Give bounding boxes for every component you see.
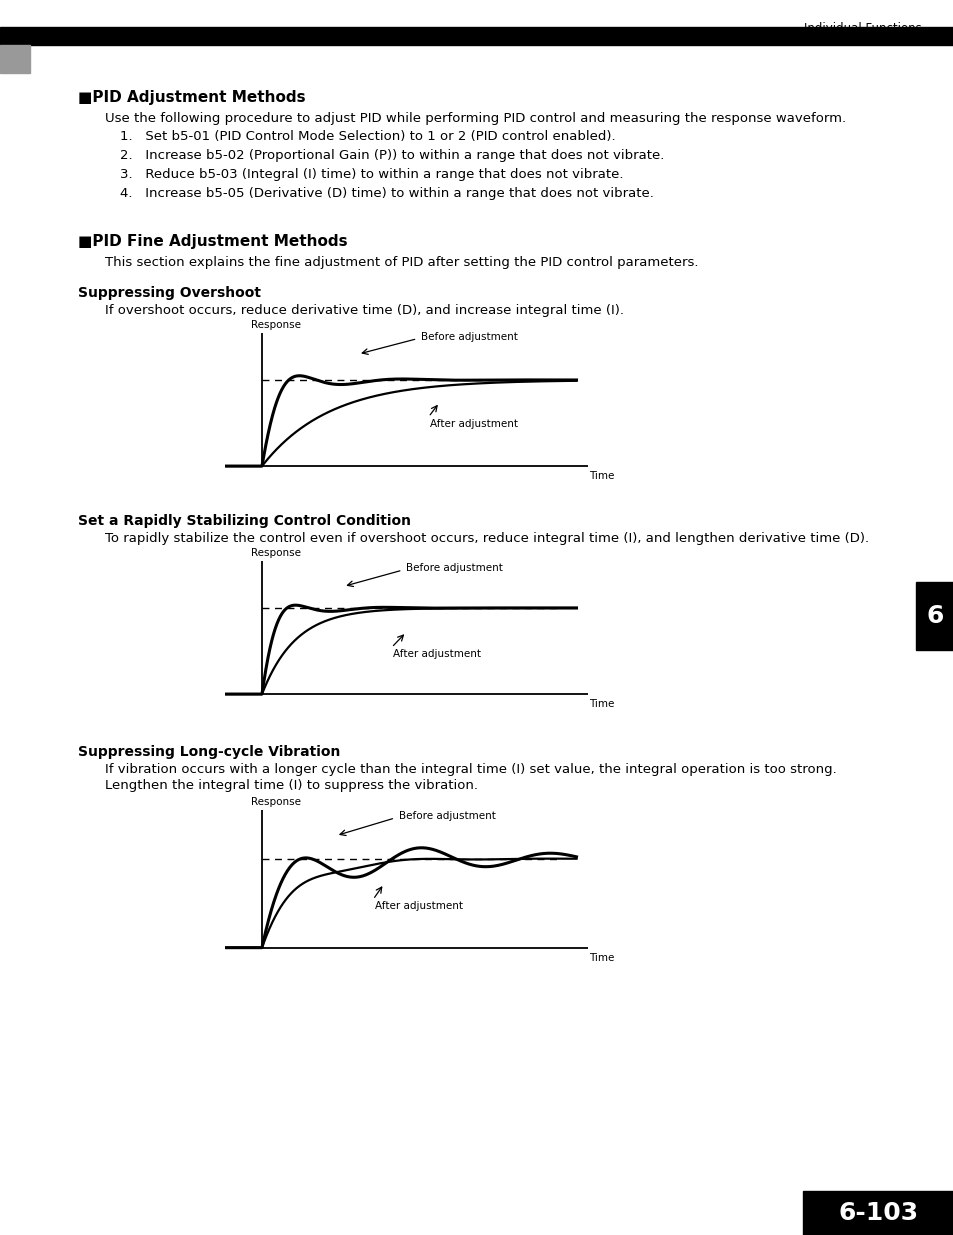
Text: 1.   Set b5-01 (PID Control Mode Selection) to 1 or 2 (PID control enabled).: 1. Set b5-01 (PID Control Mode Selection… (120, 130, 615, 143)
Text: Suppressing Long-cycle Vibration: Suppressing Long-cycle Vibration (78, 745, 340, 760)
Bar (802, 1191, 953, 1235)
Text: To rapidly stabilize the control even if overshoot occurs, reduce integral time : To rapidly stabilize the control even if… (105, 532, 868, 545)
Text: Response: Response (251, 798, 300, 808)
Text: Response: Response (251, 548, 300, 558)
Text: Use the following procedure to adjust PID while performing PID control and measu: Use the following procedure to adjust PI… (105, 112, 845, 125)
Text: 3.   Reduce b5-03 (Integral (I) time) to within a range that does not vibrate.: 3. Reduce b5-03 (Integral (I) time) to w… (120, 168, 623, 182)
Text: This section explains the fine adjustment of PID after setting the PID control p: This section explains the fine adjustmen… (105, 256, 698, 269)
Text: Response: Response (251, 320, 300, 330)
Text: After adjustment: After adjustment (393, 650, 481, 659)
Text: 6-103: 6-103 (838, 1200, 918, 1225)
Text: Before adjustment: Before adjustment (398, 811, 496, 821)
Text: Before adjustment: Before adjustment (406, 563, 502, 573)
Bar (0, 44, 30, 73)
Text: 2.   Increase b5-02 (Proportional Gain (P)) to within a range that does not vibr: 2. Increase b5-02 (Proportional Gain (P)… (120, 149, 663, 162)
Text: After adjustment: After adjustment (375, 902, 462, 911)
Text: After adjustment: After adjustment (430, 419, 517, 429)
Text: Set a Rapidly Stabilizing Control Condition: Set a Rapidly Stabilizing Control Condit… (78, 514, 411, 529)
Text: Time: Time (589, 699, 614, 709)
Text: Time: Time (589, 953, 614, 963)
Text: 4.   Increase b5-05 (Derivative (D) time) to within a range that does not vibrat: 4. Increase b5-05 (Derivative (D) time) … (120, 186, 653, 200)
Text: Lengthen the integral time (I) to suppress the vibration.: Lengthen the integral time (I) to suppre… (105, 779, 477, 792)
Text: 6: 6 (925, 604, 943, 629)
Text: Time: Time (589, 472, 614, 482)
Text: Suppressing Overshoot: Suppressing Overshoot (78, 287, 261, 300)
Text: Before adjustment: Before adjustment (420, 332, 517, 342)
Text: If overshoot occurs, reduce derivative time (D), and increase integral time (I).: If overshoot occurs, reduce derivative t… (105, 304, 623, 317)
Text: ■PID Adjustment Methods: ■PID Adjustment Methods (78, 90, 305, 105)
Text: If vibration occurs with a longer cycle than the integral time (I) set value, th: If vibration occurs with a longer cycle … (105, 763, 836, 776)
Text: ■PID Fine Adjustment Methods: ■PID Fine Adjustment Methods (78, 233, 347, 249)
Bar (0, 27, 953, 44)
Bar (915, 582, 953, 650)
Text: Individual Functions: Individual Functions (803, 22, 921, 35)
